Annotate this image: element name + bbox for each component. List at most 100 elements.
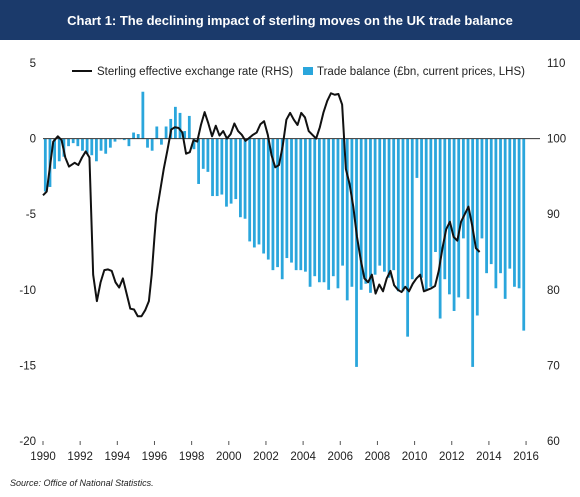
trade-balance-bar [136,134,140,139]
trade-balance-bar [104,138,108,154]
trade-balance-bar [201,138,205,169]
trade-balance-bar [271,138,275,271]
trade-balance-bar [452,138,456,311]
trade-balance-bar [392,138,396,271]
legend-bar-label: Trade balance (£bn, current prices, LHS) [317,66,525,78]
trade-balance-bar [197,138,200,184]
trade-balance-bar [146,138,149,148]
trade-balance-bar [53,138,57,169]
y-right-tick-label: 100 [547,134,566,146]
x-tick-label: 1990 [30,451,56,463]
x-tick-label: 2002 [253,451,279,463]
y-right-tick-label: 90 [547,209,560,221]
trade-balance-bar [485,138,488,274]
trade-balance-bar [183,131,187,139]
trade-balance-bar [85,138,89,154]
trade-balance-bar [225,138,228,207]
trade-balance-bar [364,138,368,284]
trade-balance-bar [420,138,423,278]
trade-balance-bar [266,138,270,260]
trade-balance-bar [327,138,331,290]
legend-line-label: Sterling effective exchange rate (RHS) [97,66,293,78]
trade-balance-bar [187,115,191,139]
trade-balance-bar [443,138,447,280]
bars-layer [43,91,526,367]
trade-balance-bar [57,138,61,162]
trade-balance-bar [369,138,372,293]
trade-balance-bar [434,138,437,252]
trade-balance-bar [317,138,321,283]
trade-balance-bar [239,138,242,218]
trade-balance-bar [471,138,475,367]
y-left-tick-label: 0 [30,134,36,146]
trade-balance-bar [373,138,377,275]
trade-balance-bar [494,138,498,289]
x-tick-label: 1994 [105,451,131,463]
trade-balance-bar [406,138,410,337]
trade-balance-bar [132,132,135,139]
trade-balance-bar [95,138,98,162]
trade-balance-bar [290,138,293,263]
trade-balance-bar [43,138,47,192]
trade-balance-bar [215,138,219,197]
trade-balance-bar [257,138,261,245]
trade-balance-bar [480,138,484,239]
trade-balance-bar [313,138,317,277]
trade-balance-bar [457,138,461,298]
trade-balance-bar [489,138,493,265]
trade-balance-bar [141,91,145,139]
trade-balance-bar [76,138,80,147]
trade-balance-bar [304,138,307,272]
trade-balance-bar [438,138,442,319]
chart: 5 0 -5 -10 -15 -20 110 100 90 80 70 60 1990 1992 1994 1… [19,58,566,463]
y-left-tick-label: -5 [26,209,36,221]
trade-balance-bar [513,138,516,287]
x-tick-label: 2004 [290,451,316,463]
trade-balance-bar [345,138,349,301]
x-tick-label: 2012 [439,451,465,463]
trade-balance-bar [229,138,233,204]
trade-balance-bar [90,138,94,156]
trade-balance-bar [336,138,340,289]
trade-balance-bar [113,138,117,142]
y-left-tick-label: 5 [30,58,36,70]
trade-balance-bar [475,138,479,316]
y-right-tick-label: 80 [547,285,560,297]
trade-balance-bar [276,138,279,268]
x-tick-label: 1992 [67,451,93,463]
trade-balance-bar [387,138,391,278]
trade-balance-bar [415,138,419,178]
trade-balance-bar [262,138,266,254]
trade-balance-bar [81,138,84,151]
line-layer [42,92,481,318]
trade-balance-bar [401,138,405,292]
x-tick-label: 2000 [216,451,242,463]
trade-balance-bar [178,112,182,139]
trade-balance-bar [164,126,168,139]
source-note: Source: Office of National Statistics. [10,478,154,488]
x-tick-label: 2008 [365,451,391,463]
trade-balance-bar [280,138,284,280]
trade-balance-bar [220,138,224,195]
sterling-line [42,92,481,318]
trade-balance-bar [322,138,326,283]
trade-balance-bar [173,106,177,139]
trade-balance-bar [410,138,414,280]
trade-balance-bar [294,138,298,271]
trade-balance-bar [350,138,354,287]
trade-balance-bar [508,138,512,269]
trade-balance-bar [71,138,75,144]
trade-balance-bar [466,138,470,299]
trade-balance-bar [383,138,386,272]
trade-balance-bar [252,138,256,248]
x-tick-label: 2016 [513,451,539,463]
trade-balance-bar [122,138,126,141]
trade-balance-bar [67,138,70,147]
trade-balance-bar [192,138,196,150]
trade-balance-bar [378,138,382,266]
trade-balance-bar [299,138,303,271]
trade-balance-bar [99,138,103,151]
x-tick-label: 2014 [476,451,502,463]
trade-balance-bar [127,138,131,147]
axes-layer: 5 0 -5 -10 -15 -20 110 100 90 80 70 60 1990 1992 1994 1… [19,58,566,463]
